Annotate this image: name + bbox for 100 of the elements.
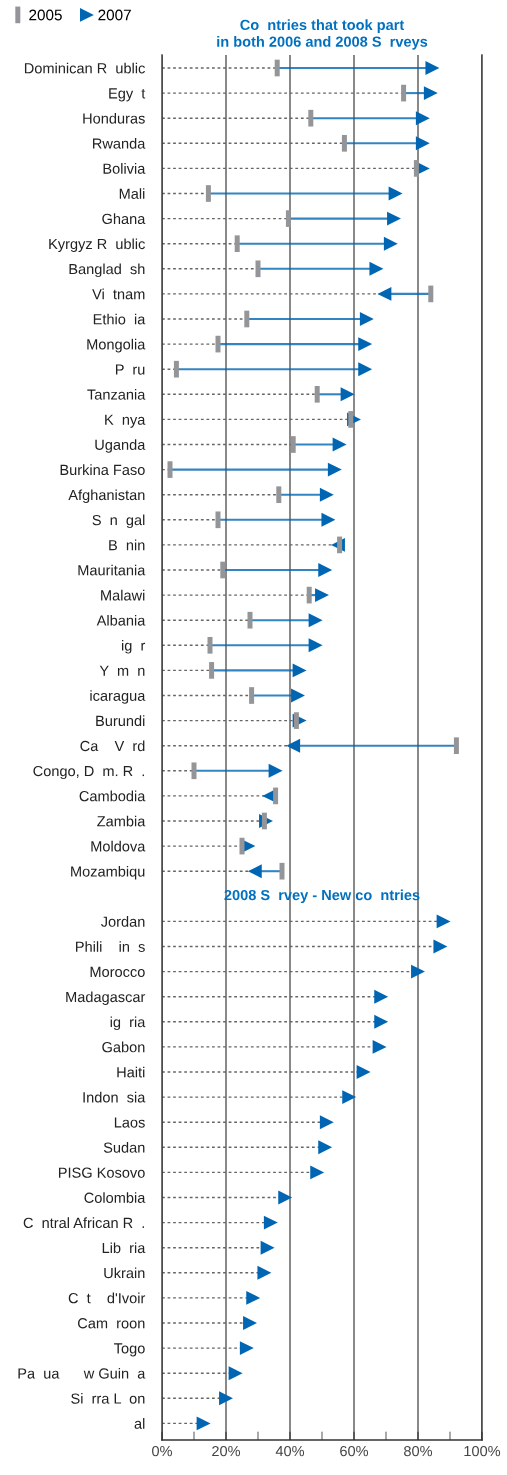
y-tick-label: Honduras (83, 112, 145, 124)
point (196, 1416, 211, 1431)
y-tick-label: Ghana (102, 213, 146, 225)
point (332, 437, 347, 452)
point (239, 1341, 254, 1356)
point (359, 312, 374, 326)
point (372, 1039, 387, 1054)
y-tick-label: Malawi (101, 589, 145, 601)
y-tick-label: Si rra L on (71, 1393, 145, 1404)
point (433, 939, 448, 954)
y-tick-label: Egy t (109, 88, 146, 102)
point (310, 1165, 325, 1180)
y-tick-label: Colombia (84, 1192, 146, 1203)
y-tick-label: Zambia (97, 815, 146, 827)
point (263, 1215, 278, 1230)
y-tick-label: Vi tnam (92, 288, 145, 300)
point (246, 1290, 261, 1305)
point (358, 362, 373, 377)
y-tick-label: C t d'Ivoir (68, 1292, 146, 1304)
y-tick-label: Jordan (100, 916, 145, 927)
point (356, 1065, 371, 1079)
point (319, 1115, 334, 1130)
y-tick-label: Burkina Faso (60, 464, 145, 476)
y-tick-label: C ntral African R . (23, 1217, 145, 1229)
point (388, 186, 403, 201)
point (340, 387, 355, 402)
point (377, 286, 392, 301)
y-tick-label: Bolivia (103, 163, 146, 174)
y-tick-label: Pa ua w Guin a (18, 1367, 146, 1379)
y-tick-label: Uganda (95, 439, 146, 453)
y-tick-label: Y m n (99, 665, 145, 676)
point (369, 261, 384, 276)
y-tick-label: Kyrgyz R ublic (49, 238, 145, 253)
y-tick-label: ig ria (110, 1016, 146, 1031)
point (436, 914, 451, 929)
y-tick-label: B nin (109, 539, 145, 551)
point (383, 236, 398, 251)
y-tick-label: Sudan (103, 1142, 145, 1153)
point (243, 1316, 257, 1330)
y-tick-label: Albania (96, 614, 146, 626)
point (268, 763, 283, 778)
y-tick-label: Banglad sh (69, 263, 145, 278)
point (286, 738, 301, 753)
point (318, 563, 333, 577)
y-tick-label: S n gal (92, 514, 145, 529)
point (387, 211, 401, 226)
point (278, 1190, 293, 1205)
y-tick-label: Afghanistan (68, 489, 145, 504)
y-tick-label: Tanzania (87, 389, 146, 400)
x-tick-label: 0% (152, 1445, 173, 1457)
y-tick-label: Cam roon (78, 1318, 145, 1329)
point (411, 964, 425, 979)
y-tick-label: Madagascar (66, 991, 146, 1006)
y-tick-label: Haiti (117, 1066, 145, 1078)
point (425, 61, 440, 75)
y-tick-label: K nya (105, 414, 146, 428)
y-tick-label: Congo, D m. R . (33, 765, 145, 780)
y-tick-label: Morocco (90, 966, 145, 978)
y-tick-label: Rwanda (93, 138, 146, 149)
annotation: 2008 S rvey - New co ntries (224, 889, 420, 904)
point (374, 989, 389, 1004)
y-tick-label: icaragua (90, 690, 146, 704)
y-tick-label: Mali (119, 188, 145, 199)
y-tick-label: Dominican R ublic (24, 62, 145, 74)
y-tick-label: Phili in s (76, 941, 145, 952)
point (358, 337, 373, 352)
point (342, 1090, 357, 1105)
y-tick-label: Mozambiqu (71, 865, 145, 880)
point (415, 136, 430, 151)
legend-label: 2007 (98, 9, 131, 21)
point (228, 1366, 243, 1381)
y-tick-label: Gabon (102, 1041, 145, 1053)
y-tick-label: Indon sia (83, 1091, 146, 1103)
y-tick-label: Mongolia (87, 338, 146, 353)
point (423, 86, 438, 101)
point (315, 588, 329, 603)
point (319, 487, 334, 502)
point (308, 638, 323, 653)
point (374, 1014, 389, 1029)
point (327, 462, 342, 477)
x-tick-label: 20% (212, 1445, 241, 1457)
point (292, 663, 307, 678)
y-tick-label: ig r (122, 640, 146, 654)
y-tick-label: Mauritania (78, 564, 146, 576)
point (291, 688, 305, 703)
point (415, 111, 430, 126)
x-tick-label: 40% (275, 1445, 305, 1457)
y-tick-label: Ca V rd (80, 740, 145, 752)
point (308, 613, 323, 628)
point (260, 1240, 275, 1255)
y-tick-label: PISG Kosovo (58, 1167, 145, 1178)
point (318, 1140, 333, 1155)
y-tick-label: Ethio ia (93, 313, 146, 325)
point (219, 1391, 233, 1406)
x-tick-label: 100% (464, 1445, 501, 1457)
point (247, 864, 262, 879)
x-tick-label: 80% (404, 1445, 433, 1457)
y-tick-label: Ukrain (104, 1267, 145, 1279)
y-tick-label: Burundi (96, 715, 145, 727)
y-tick-label: Laos (114, 1117, 145, 1128)
